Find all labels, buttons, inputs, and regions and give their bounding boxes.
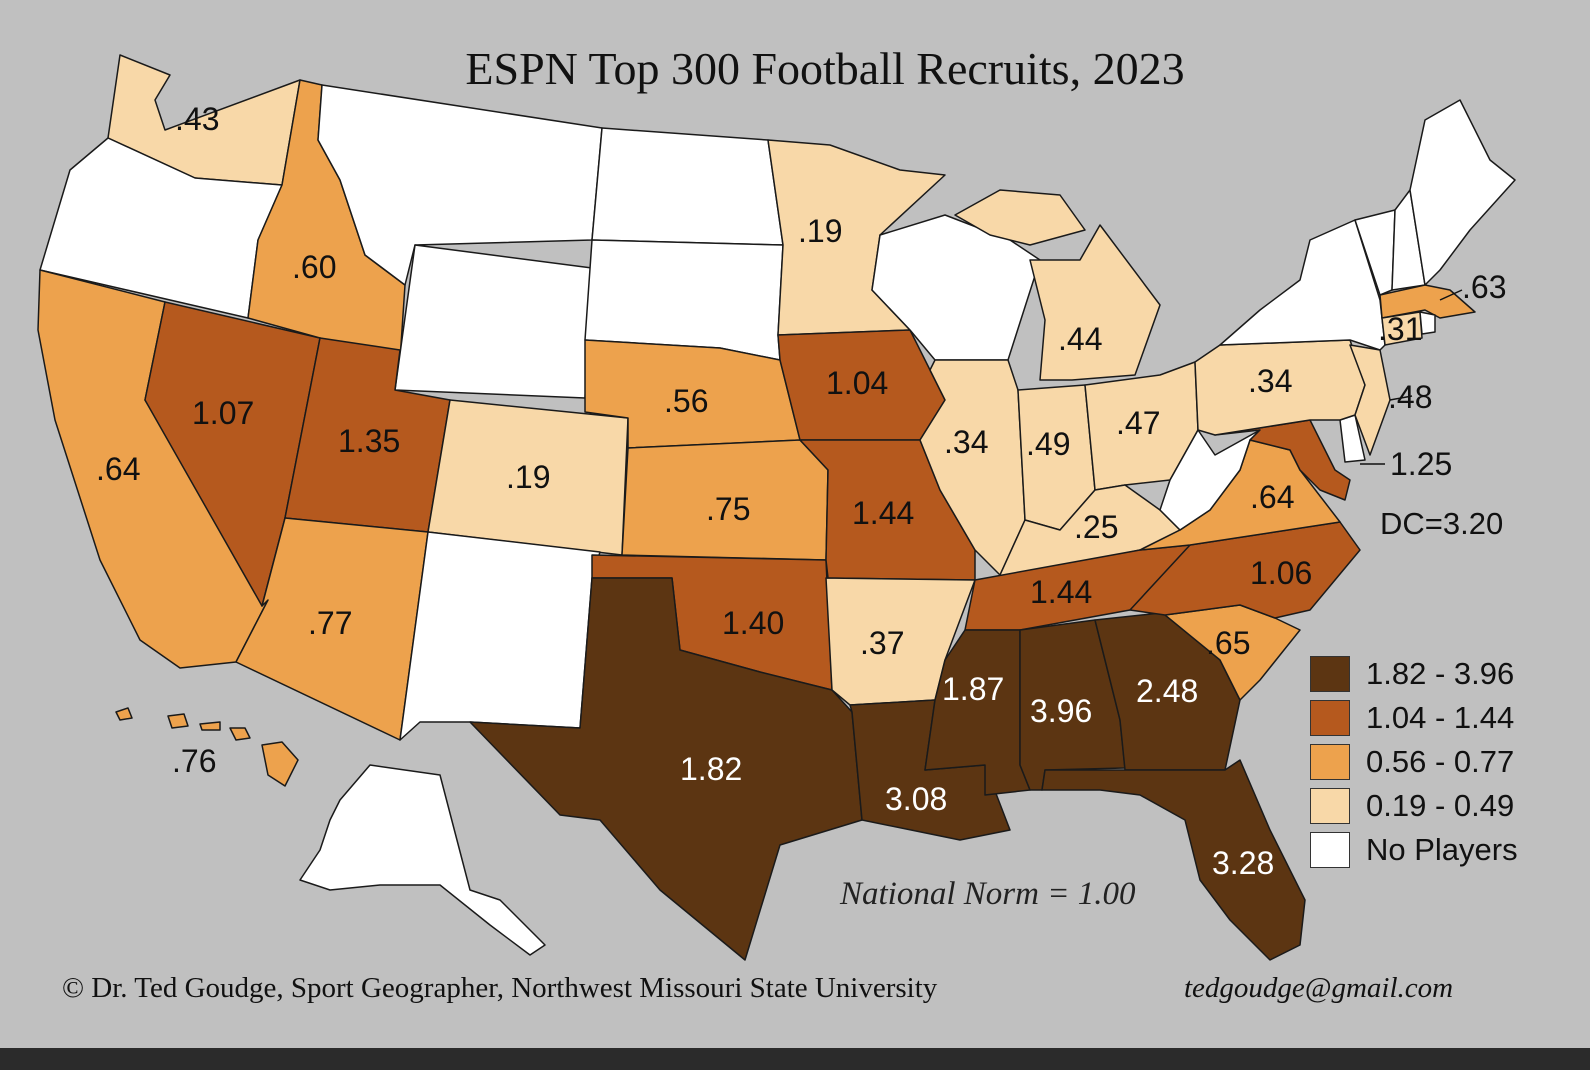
state-illinois bbox=[919, 359, 1026, 576]
legend-label: 1.82 - 3.96 bbox=[1366, 656, 1515, 691]
legend-swatch bbox=[1310, 832, 1350, 868]
legend-label: No Players bbox=[1366, 832, 1518, 867]
legend-swatch bbox=[1310, 744, 1350, 780]
state-alaska bbox=[299, 764, 546, 956]
state-maryland bbox=[1214, 419, 1351, 501]
label-mississippi: 1.87 bbox=[942, 671, 1004, 707]
label-virginia: .64 bbox=[1250, 479, 1294, 515]
label-colorado: .19 bbox=[506, 459, 550, 495]
label-hawaii: .76 bbox=[172, 743, 216, 779]
label-arizona: .77 bbox=[308, 605, 352, 641]
label-pennsylvania: .34 bbox=[1248, 363, 1292, 399]
state-connecticut bbox=[1381, 311, 1423, 346]
state-rhode-island bbox=[1419, 311, 1436, 335]
label-north-carolina: 1.06 bbox=[1250, 555, 1312, 591]
author-email: tedgoudge@gmail.com bbox=[1184, 972, 1454, 1004]
state-hawaii-maui bbox=[229, 727, 251, 741]
legend-item: No Players bbox=[1310, 828, 1518, 872]
legend-label: 0.56 - 0.77 bbox=[1366, 744, 1515, 779]
state-maine bbox=[1409, 99, 1516, 286]
legend-swatch bbox=[1310, 656, 1350, 692]
legend-item: 0.56 - 0.77 bbox=[1310, 740, 1518, 784]
bottom-bar bbox=[0, 1048, 1590, 1070]
label-louisiana: 3.08 bbox=[885, 781, 947, 817]
label-utah: 1.35 bbox=[338, 423, 400, 459]
label-maryland: 1.25 bbox=[1390, 446, 1452, 482]
label-washington: .43 bbox=[175, 101, 219, 137]
legend-label: 1.04 - 1.44 bbox=[1366, 700, 1515, 735]
label-connecticut: .31 bbox=[1378, 311, 1422, 347]
label-florida: 3.28 bbox=[1212, 845, 1274, 881]
dc-label: DC=3.20 bbox=[1380, 506, 1504, 541]
legend-item: 1.82 - 3.96 bbox=[1310, 652, 1518, 696]
state-north-dakota bbox=[591, 127, 784, 246]
state-florida bbox=[1041, 759, 1306, 961]
label-indiana: .49 bbox=[1026, 426, 1070, 462]
state-texas bbox=[469, 577, 863, 961]
label-minnesota: .19 bbox=[798, 213, 842, 249]
state-hawaii-oahu bbox=[167, 713, 189, 729]
legend-swatch bbox=[1310, 700, 1350, 736]
state-hawaii-kauai bbox=[115, 707, 133, 721]
label-georgia: 2.48 bbox=[1136, 673, 1198, 709]
label-arkansas: .37 bbox=[860, 625, 904, 661]
label-idaho: .60 bbox=[292, 249, 336, 285]
label-iowa: 1.04 bbox=[826, 365, 888, 401]
state-mississippi bbox=[924, 629, 1031, 796]
label-nevada: 1.07 bbox=[192, 395, 254, 431]
label-illinois: .34 bbox=[944, 424, 988, 460]
credit-line: © Dr. Ted Goudge, Sport Geographer, Nort… bbox=[62, 972, 938, 1004]
state-hawaii-big bbox=[261, 741, 299, 787]
legend-label: 0.19 - 0.49 bbox=[1366, 788, 1515, 823]
legend-swatch bbox=[1310, 788, 1350, 824]
legend-item: 1.04 - 1.44 bbox=[1310, 696, 1518, 740]
label-massachusetts: .63 bbox=[1462, 269, 1506, 305]
legend-item: 0.19 - 0.49 bbox=[1310, 784, 1518, 828]
label-nebraska: .56 bbox=[664, 383, 708, 419]
label-kentucky: .25 bbox=[1074, 509, 1118, 545]
label-california: .64 bbox=[96, 451, 140, 487]
label-texas: 1.82 bbox=[680, 751, 742, 787]
label-michigan: .44 bbox=[1058, 321, 1102, 357]
label-missouri: 1.44 bbox=[852, 495, 914, 531]
label-alabama: 3.96 bbox=[1030, 693, 1092, 729]
label-south-carolina: .65 bbox=[1206, 625, 1250, 661]
label-oklahoma: 1.40 bbox=[722, 605, 784, 641]
state-new-mexico bbox=[399, 531, 601, 741]
state-new-york bbox=[1219, 219, 1386, 351]
state-wyoming bbox=[394, 244, 593, 399]
state-michigan-up bbox=[954, 189, 1086, 246]
state-michigan bbox=[1029, 224, 1161, 381]
national-norm-note: National Norm = 1.00 bbox=[840, 876, 1136, 912]
label-kansas: .75 bbox=[706, 491, 750, 527]
state-hawaii-molokai bbox=[199, 721, 221, 731]
map-title: ESPN Top 300 Football Recruits, 2023 bbox=[465, 43, 1185, 94]
legend: 1.82 - 3.96 1.04 - 1.44 0.56 - 0.77 0.19… bbox=[1310, 652, 1518, 872]
label-ohio: .47 bbox=[1116, 405, 1160, 441]
label-tennessee: 1.44 bbox=[1030, 574, 1092, 610]
label-new-jersey: .48 bbox=[1388, 379, 1432, 415]
